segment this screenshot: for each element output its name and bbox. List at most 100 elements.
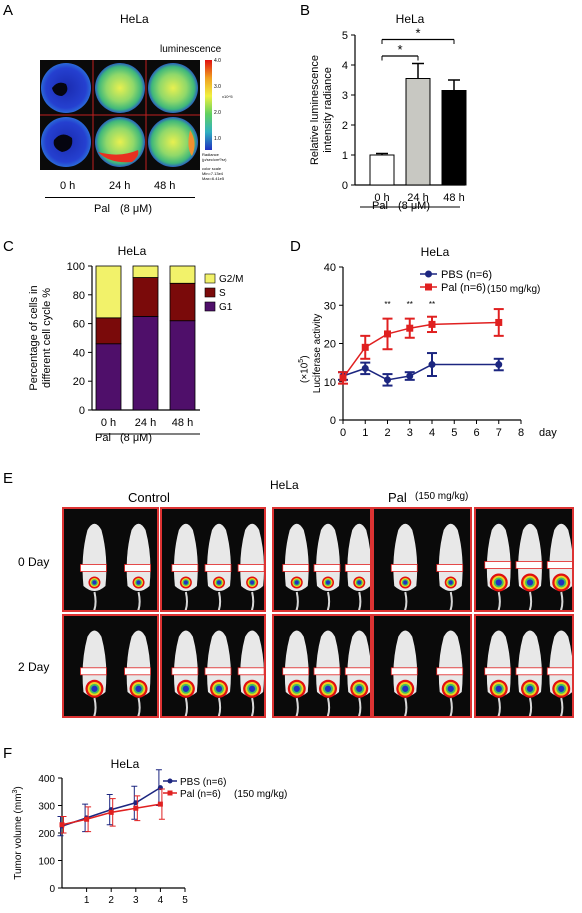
mouse-tail xyxy=(560,697,564,716)
chart-d-legend-marker xyxy=(425,270,432,278)
chart-c-category-label: 24 h xyxy=(135,417,156,429)
mouse-body xyxy=(347,630,370,697)
chart-b-sig-star-2: * xyxy=(415,26,420,41)
roi-label-box xyxy=(124,564,151,572)
group-treated-label: Pal xyxy=(388,490,407,505)
imaging-panel-svg xyxy=(390,523,464,610)
chart-b-ytick-label: 1 xyxy=(342,150,348,162)
roi-label-box xyxy=(344,667,370,676)
chart-f-ytick-label: 400 xyxy=(38,774,55,785)
chart-c-segment xyxy=(132,265,159,278)
panel-d-dose-note: (150 mg/kg) xyxy=(487,284,541,295)
mouse-body xyxy=(347,523,370,591)
roi-label-box xyxy=(204,564,232,572)
panel-label-c: C xyxy=(3,238,14,255)
mouse-tail xyxy=(137,697,141,716)
mouse-tail xyxy=(404,697,408,716)
row-label-day0: 0 Day xyxy=(18,555,50,569)
mouse-tail xyxy=(449,697,453,716)
chart-c-category-label: 0 h xyxy=(101,417,116,429)
mouse-tail xyxy=(250,697,255,716)
mouse-tail xyxy=(497,591,501,610)
bioluminescence-spot xyxy=(248,685,256,692)
chart-d-marker xyxy=(428,320,436,328)
chart-b-ytick-label: 4 xyxy=(342,60,348,72)
roi-label-box xyxy=(204,667,232,676)
mouse-body xyxy=(486,630,511,697)
chart-b-bar xyxy=(441,90,467,186)
chart-f-legend-marker xyxy=(167,778,173,784)
panel-label-f: F xyxy=(3,745,13,762)
imaging-panel xyxy=(62,614,159,718)
bioluminescence-spot xyxy=(495,579,502,586)
bioluminescence-spot xyxy=(92,580,97,585)
group-control-label: Control xyxy=(128,490,170,505)
panel-a-time-2: 48 h xyxy=(154,180,176,192)
bioluminescence-spot xyxy=(448,580,453,585)
chart-f-legend-marker xyxy=(167,790,173,796)
roi-label-box xyxy=(124,667,151,676)
chart-d-xtick-label: 3 xyxy=(407,427,413,439)
chart-b-ylabel: Relative luminescenceintensity radiance xyxy=(309,55,334,165)
chart-b-category-label: 48 h xyxy=(443,192,464,204)
mouse-body xyxy=(486,523,511,591)
mouse-tail xyxy=(295,697,299,716)
chart-b-ytick-label: 0 xyxy=(342,180,348,192)
chart-c-ytick-label: 40 xyxy=(73,347,85,359)
panel-f-dose-note: (150 mg/kg) xyxy=(234,789,288,800)
chart-f-marker xyxy=(133,805,139,811)
bioluminescence-spot xyxy=(357,580,362,585)
panel-a-time-0: 0 h xyxy=(60,180,76,192)
bioluminescence-spot xyxy=(325,580,331,585)
chart-f-ytick-label: 200 xyxy=(38,829,55,840)
mouse-tail xyxy=(497,697,501,716)
chart-c-segment xyxy=(95,265,122,319)
roi-label-box xyxy=(436,667,464,676)
chart-b-ytick-label: 2 xyxy=(342,120,348,132)
well-plate-image xyxy=(40,60,200,170)
chart-d-series-line xyxy=(342,363,499,381)
chart-c-legend-label: S xyxy=(219,288,226,299)
roi-label-box xyxy=(515,561,543,569)
chart-d-ytick-label: 0 xyxy=(330,415,336,427)
chart-c-legend-label: G2/M xyxy=(219,274,243,285)
chart-f-ylabel-sup: 3 xyxy=(12,789,19,793)
imaging-panel xyxy=(474,507,574,612)
mouse-body xyxy=(316,523,340,591)
chart-b-sig-star-1: * xyxy=(397,42,402,57)
bioluminescence-spot xyxy=(216,580,222,585)
mouse-body xyxy=(284,523,309,591)
colorbar-tick-4: 1.0 xyxy=(214,136,221,142)
panel-a-time-1: 24 h xyxy=(109,180,131,192)
colorbar-tick-2: 3.0 xyxy=(214,84,221,90)
mouse-body xyxy=(82,630,107,697)
bioluminescence-spot xyxy=(183,580,188,585)
bioluminescence-spot xyxy=(293,685,300,692)
roi-label-box xyxy=(282,564,310,572)
chart-c-category-label: 48 h xyxy=(172,417,193,429)
mouse-body xyxy=(393,630,418,697)
mouse-tail xyxy=(404,591,408,610)
imaging-panel xyxy=(272,614,372,718)
chart-d-marker xyxy=(339,374,347,382)
bioluminescence-spot xyxy=(403,580,408,585)
panel-label-b: B xyxy=(300,2,311,19)
chart-b-category-label: 24 h xyxy=(407,192,428,204)
mouse-body xyxy=(240,523,264,591)
imaging-panel xyxy=(372,614,472,718)
chart-d-series-line xyxy=(342,321,499,379)
bioluminescence-spot xyxy=(526,579,534,586)
bioluminescence-spot xyxy=(324,685,332,692)
imaging-panel-svg xyxy=(171,523,264,610)
mouse-body xyxy=(518,523,542,591)
chart-d-xtick-label: 0 xyxy=(340,427,346,439)
chart-d-sig-mark: ** xyxy=(429,300,435,309)
chart-c-ylabel-line2: different cell cycle % xyxy=(41,288,53,388)
mouse-body xyxy=(207,630,231,697)
chart-d-marker xyxy=(384,330,391,338)
imaging-panel xyxy=(62,507,159,612)
mouse-tail xyxy=(217,591,222,610)
panel-b-dose: (8 μM) xyxy=(398,200,431,212)
